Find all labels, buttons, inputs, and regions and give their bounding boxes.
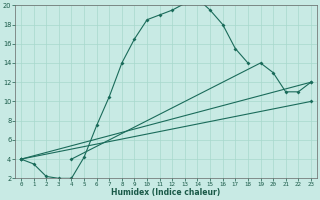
X-axis label: Humidex (Indice chaleur): Humidex (Indice chaleur) <box>111 188 220 197</box>
